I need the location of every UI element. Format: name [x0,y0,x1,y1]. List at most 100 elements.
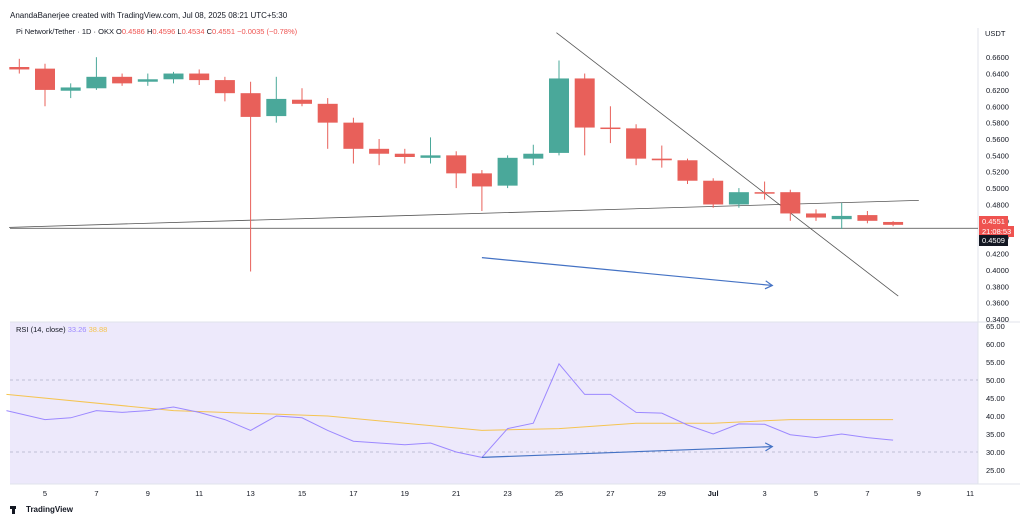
candle-body [703,180,724,205]
time-tick-label: Jul [708,489,719,498]
rsi-tick-label: 55.00 [986,358,1005,367]
trendline-ascending [9,199,919,228]
symbol-name[interactable]: Pi Network/Tether · 1D · OKX [16,27,114,36]
rsi-tick-label: 45.00 [986,394,1005,403]
price-tick-label: 0.5800 [986,119,1009,128]
price-tick-label: 0.6200 [986,86,1009,95]
rsi-label[interactable]: RSI (14, close) [16,325,66,334]
time-tick-label: 7 [94,489,98,498]
trendline-descending [556,32,899,297]
rsi-tick-label: 25.00 [986,466,1005,475]
time-tick-label: 5 [43,489,47,498]
price-tick-label: 0.4000 [986,266,1009,275]
low-label: L [177,27,182,36]
candle-body [626,128,647,159]
candle-body [137,79,158,82]
candle-body [857,215,878,221]
rsi-tick-label: 35.00 [986,430,1005,439]
tradingview-logo[interactable]: TradingView [10,505,73,514]
time-tick-label: 27 [606,489,614,498]
candle-body [549,78,569,153]
time-tick-label: 5 [814,489,818,498]
brand-name: TradingView [26,505,73,514]
price-tick-label: 0.5600 [986,135,1009,144]
candle-body [883,221,904,225]
price-tick-label: 0.4800 [986,200,1009,209]
candle-body [240,93,261,117]
candle-body [394,153,415,157]
candle-body [497,157,518,186]
candle-body [831,215,852,220]
time-tick-label: 7 [865,489,869,498]
candle-body [420,155,441,158]
candle-body [112,76,133,84]
rsi-divergence-arrow-head [764,442,774,452]
candle-body [292,99,312,104]
time-tick-label: 17 [349,489,357,498]
price-tick-label: 0.6600 [986,53,1009,62]
candle-body [677,160,698,181]
close-label: C [206,27,213,36]
time-tick-label: 11 [966,489,974,498]
time-tick-label: 15 [298,489,306,498]
price-tick-label: 0.5000 [986,184,1009,193]
rsi-value: 33.26 [67,325,87,334]
candle-body [369,148,390,154]
candle-body [446,155,467,174]
time-tick-label: 11 [195,489,203,498]
price-tick-label: 0.3400 [986,315,1009,324]
rsi-tick-label: 50.00 [986,376,1005,385]
candle-body [35,68,55,90]
open-value: 0.4586 [121,27,145,36]
candle-body [780,192,801,214]
low-value: 0.4534 [181,27,205,36]
price-tick-label: 0.4200 [986,250,1009,259]
candle-body [86,76,107,89]
open-label: O [116,27,122,36]
candle-body [651,158,672,161]
close-value: 0.4551 [212,27,235,36]
candle-body [163,73,184,80]
level-price-tag: 0.4509 [979,235,1008,246]
price-tick-label: 0.3800 [986,282,1009,291]
candle-body [214,80,235,94]
time-tick-label: 9 [917,489,921,498]
time-tick-label: 9 [146,489,150,498]
high-label: H [146,27,153,36]
rsi-tick-label: 40.00 [986,412,1005,421]
candle-body [9,67,30,70]
high-value: 0.4596 [152,27,176,36]
candle-body [471,173,492,187]
rsi-tick-label: 65.00 [986,322,1005,331]
price-tick-label: 0.3600 [986,299,1009,308]
candle-body [343,122,364,149]
rsi-tick-label: 30.00 [986,448,1005,457]
rsi-line [6,362,894,458]
chart-credit: AnandaBanerjee created with TradingView.… [10,11,288,20]
change-value: −0.0035 (−0.78%) [237,27,298,36]
countdown-tag: 21:08:53 [979,226,1015,237]
time-tick-label: 29 [658,489,666,498]
candle-body [523,153,544,159]
rsi-legend: RSI (14, close) 33.26 38.88 [16,325,107,334]
time-tick-label: 19 [401,489,409,498]
rsi-pane-background [10,322,978,484]
tradingview-logo-icon [10,505,22,514]
candle-body [266,98,287,117]
price-tick-label: 0.5200 [986,168,1009,177]
last-price-tag: 0.4551 [979,216,1008,227]
candle-body [317,103,338,123]
rsi-divergence-arrow-shaft [481,446,773,458]
price-tick-label: 0.6000 [986,102,1009,111]
candle-body [806,213,826,218]
time-tick-label: 3 [763,489,767,498]
time-tick-label: 21 [452,489,460,498]
candle-body [754,192,775,194]
candle-body [60,87,81,91]
ohlc-legend: Pi Network/Tether · 1D · OKX O0.4586 H0.… [16,27,297,36]
time-tick-label: 13 [246,489,254,498]
price-tick-label: 0.5400 [986,151,1009,160]
rsi-tick-label: 60.00 [986,340,1005,349]
candle-body [600,127,621,130]
